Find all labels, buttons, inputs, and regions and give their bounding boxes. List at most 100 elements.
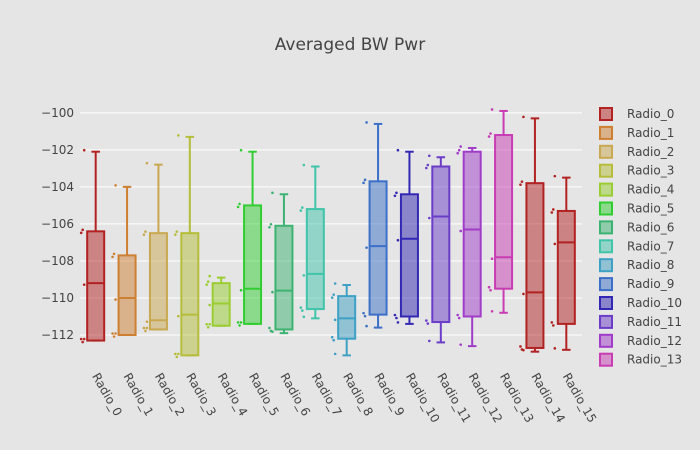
data-point (490, 108, 494, 111)
legend-swatch (599, 182, 613, 197)
box-iqr (525, 182, 545, 349)
box-iqr (556, 209, 576, 325)
box-radio-14 (519, 115, 545, 353)
box-iqr (462, 150, 482, 318)
legend-item-radio-2[interactable]: Radio_2 (599, 144, 674, 159)
box-iqr (399, 193, 419, 318)
data-point (550, 211, 554, 214)
box-radio-7 (299, 163, 325, 320)
data-point (362, 311, 365, 315)
box-radio-4 (205, 274, 231, 329)
box-iqr (148, 232, 168, 331)
data-point (520, 348, 524, 351)
x-tick-label: Radio_0 (89, 371, 125, 419)
data-point (550, 321, 554, 324)
data-point (82, 283, 86, 286)
data-point (269, 329, 273, 333)
legend-item-radio-1[interactable]: Radio_1 (599, 125, 674, 140)
legend-item-radio-10[interactable]: Radio_10 (599, 296, 682, 310)
data-point (177, 134, 180, 137)
data-point (332, 293, 335, 296)
y-tick-label: −110 (41, 291, 74, 305)
data-point (271, 191, 274, 195)
legend-label: Radio_0 (627, 107, 674, 121)
data-point (553, 347, 557, 350)
data-point (144, 329, 147, 333)
legend-item-radio-13[interactable]: Radio_13 (599, 352, 682, 367)
legend-item-radio-0[interactable]: Radio_0 (599, 107, 674, 121)
x-tick-label: Radio_1 (120, 371, 156, 419)
legend-label: Radio_12 (627, 334, 682, 348)
data-point (487, 135, 491, 138)
data-point (395, 316, 398, 320)
data-point (175, 230, 179, 233)
data-point (456, 151, 459, 155)
box-radio-9 (362, 121, 388, 329)
x-tick-label: Radio_9 (371, 371, 407, 419)
data-point (79, 337, 83, 341)
legend-swatch (599, 125, 613, 140)
data-point (457, 316, 461, 320)
data-point (552, 324, 555, 327)
legend-item-radio-4[interactable]: Radio_4 (599, 182, 674, 197)
box-radio-8 (330, 282, 357, 357)
legend-item-radio-8[interactable]: Radio_8 (599, 258, 674, 273)
data-point (333, 282, 337, 285)
legend-item-radio-6[interactable]: Radio_6 (599, 220, 674, 235)
legend-swatch (599, 144, 613, 159)
box-radio-6 (268, 191, 294, 335)
legend-label: Radio_5 (627, 202, 674, 216)
data-point (238, 324, 241, 327)
legend-item-radio-7[interactable]: Radio_7 (599, 239, 674, 254)
data-point (489, 288, 492, 292)
data-point (332, 338, 335, 342)
data-point (459, 145, 462, 148)
legend-item-radio-12[interactable]: Radio_12 (599, 333, 682, 348)
legend-label: Radio_7 (627, 239, 674, 253)
data-point (269, 222, 273, 226)
data-point (552, 208, 555, 211)
data-point (522, 115, 525, 119)
x-tick-label: Radio_3 (183, 371, 219, 419)
data-point (396, 238, 400, 242)
data-point (208, 322, 211, 326)
data-point (114, 332, 117, 335)
data-point (114, 298, 117, 301)
box-iqr (494, 134, 514, 290)
data-point (302, 163, 306, 167)
data-point (239, 288, 243, 292)
legend-label: Radio_2 (627, 145, 674, 159)
y-tick-label: −104 (41, 180, 74, 194)
legend-item-radio-5[interactable]: Radio_5 (599, 201, 674, 216)
box-series (79, 108, 576, 359)
x-axis: Radio_0Radio_1Radio_2Radio_3Radio_4Radio… (89, 371, 599, 426)
data-point (396, 321, 400, 324)
y-tick-label: −102 (41, 143, 74, 157)
box-radio-15 (550, 174, 576, 351)
legend[interactable]: Radio_0 Radio_1 Radio_2 Radio_3 Radio_4 Radio… (599, 107, 682, 367)
data-point (362, 181, 365, 185)
data-point (393, 194, 397, 198)
data-point (428, 339, 431, 343)
data-point (428, 216, 431, 220)
data-point (425, 166, 428, 170)
legend-label: Radio_6 (627, 220, 674, 234)
data-point (145, 326, 149, 330)
legend-item-radio-9[interactable]: Radio_9 (599, 277, 674, 292)
box-iqr (368, 180, 388, 316)
data-point (333, 318, 337, 322)
box-iqr (431, 165, 451, 324)
legend-item-radio-11[interactable]: Radio_11 (599, 314, 682, 329)
data-point (365, 121, 368, 124)
y-tick-label: −108 (41, 254, 74, 268)
data-point (456, 313, 459, 317)
legend-label: Radio_10 (627, 296, 682, 310)
box-iqr (86, 230, 106, 342)
legend-item-radio-3[interactable]: Radio_3 (599, 163, 674, 178)
data-point (177, 314, 180, 318)
legend-swatch (599, 239, 613, 254)
data-point (457, 148, 461, 152)
legend-label: Radio_4 (627, 183, 674, 197)
